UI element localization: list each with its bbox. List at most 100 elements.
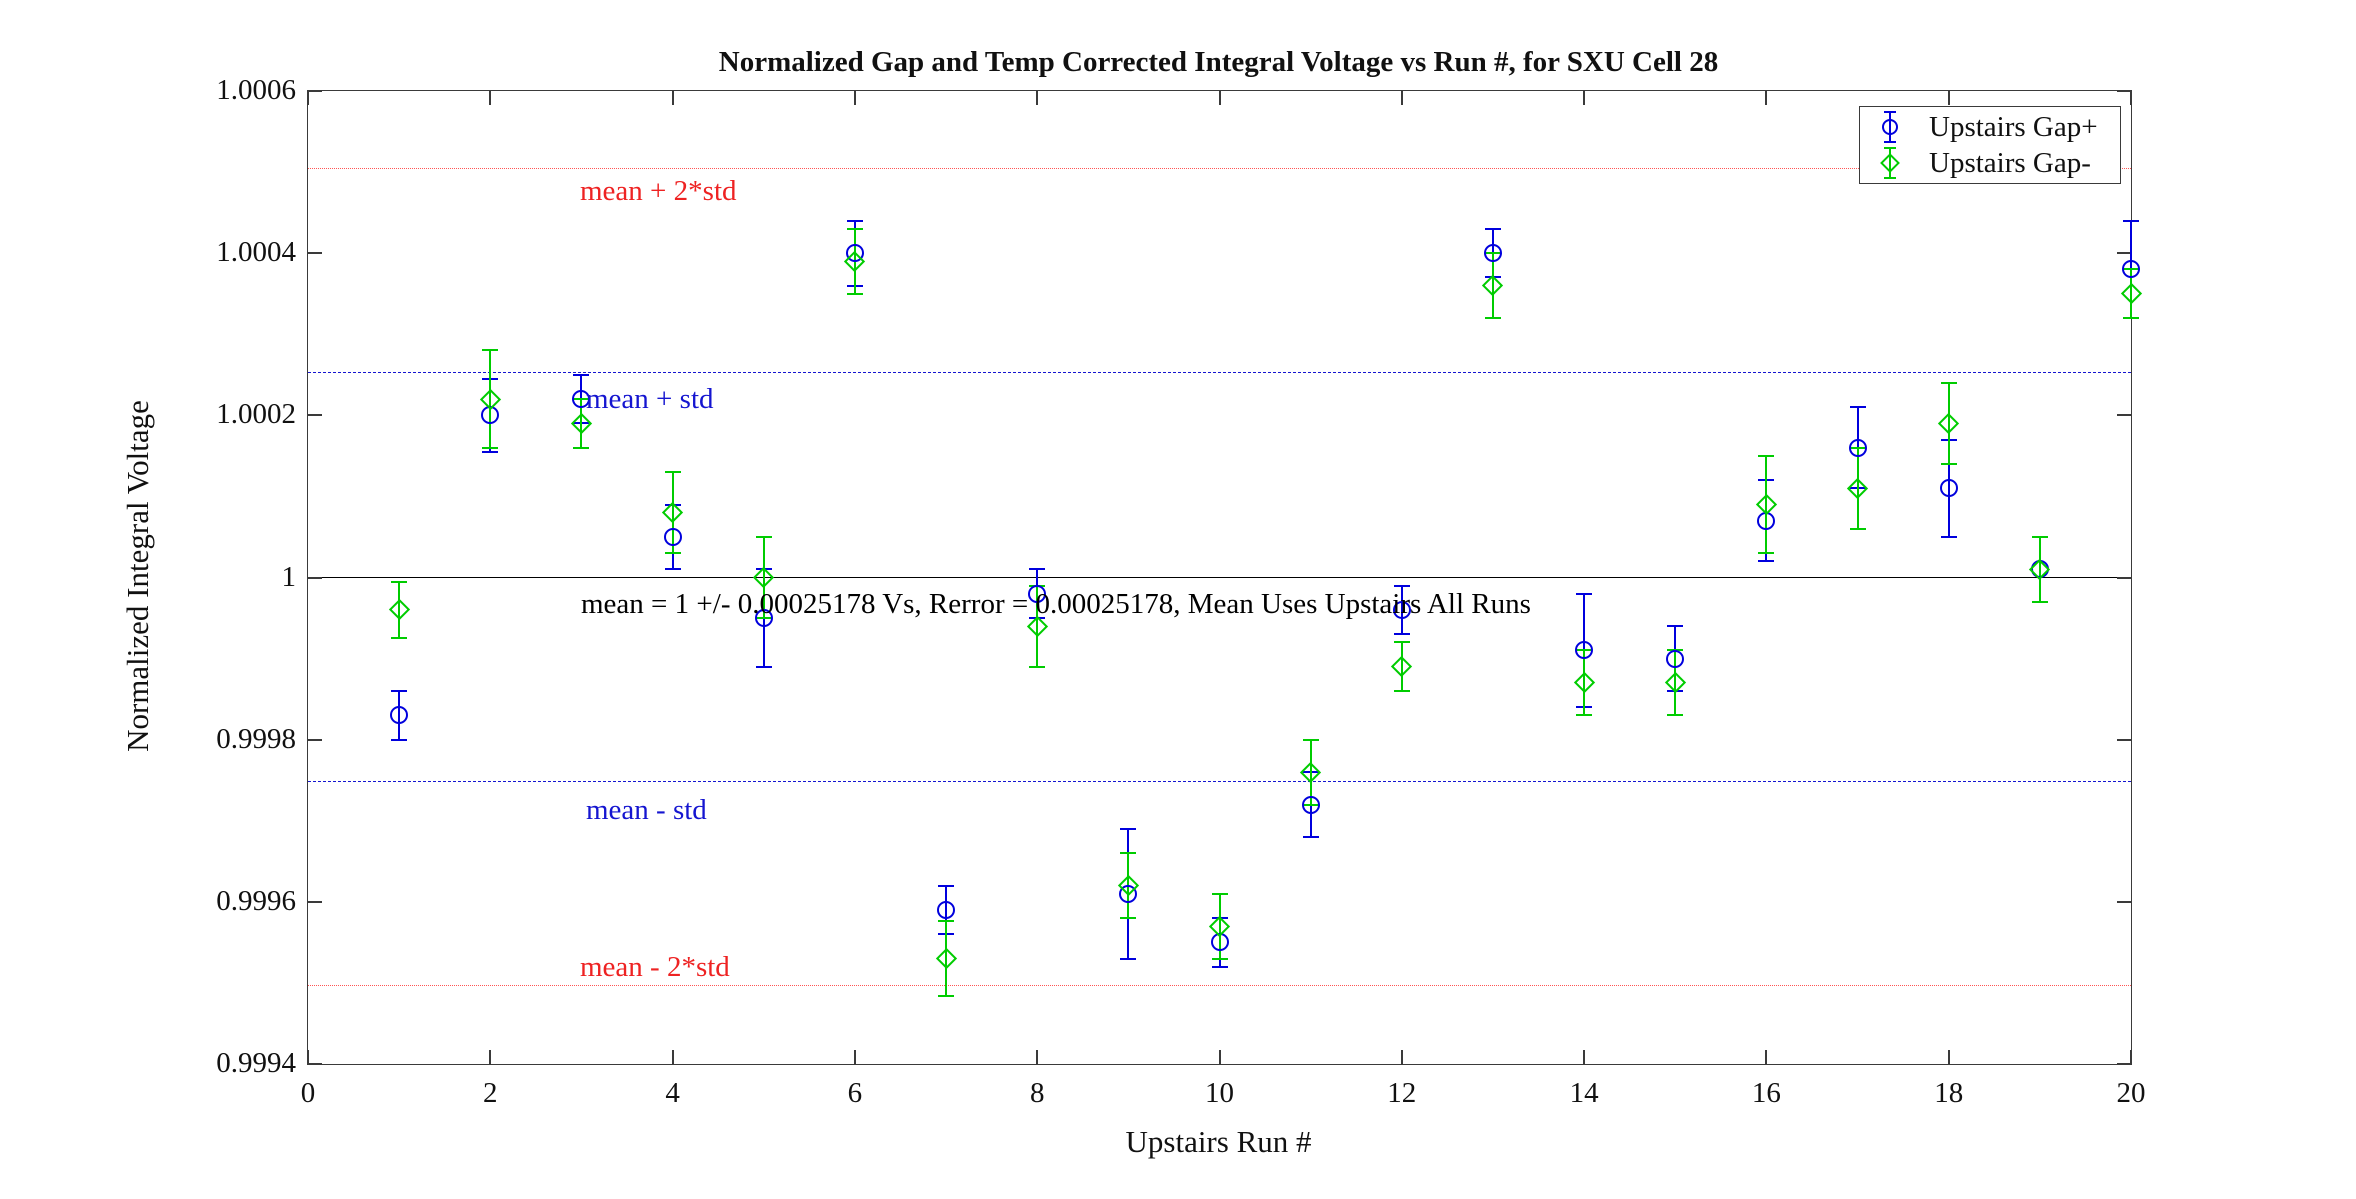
data-point-gap-plus-run-4 bbox=[663, 527, 682, 546]
error-cap-gap-minus-run-15 bbox=[1667, 714, 1684, 717]
x-tick-mark bbox=[307, 91, 309, 105]
legend-item-gap-minus: Upstairs Gap- bbox=[1860, 145, 2120, 181]
x-tick-mark bbox=[1583, 91, 1586, 105]
annotation-mean-plus-2std: mean + 2*std bbox=[580, 175, 737, 207]
data-point-gap-minus-run-17 bbox=[1846, 477, 1869, 499]
x-tick-mark bbox=[1765, 1050, 1768, 1064]
error-cap-gap-minus-run-4 bbox=[664, 552, 681, 555]
error-cap-gap-minus-run-2 bbox=[482, 349, 499, 352]
error-cap-gap-minus-run-1 bbox=[391, 637, 408, 640]
x-tick-label: 12 bbox=[1387, 1077, 1417, 1109]
error-cap-gap-minus-run-18 bbox=[1940, 381, 1957, 384]
y-tick-mark bbox=[308, 414, 322, 417]
y-tick-label: 1.0002 bbox=[216, 398, 296, 431]
x-tick-mark bbox=[1036, 1050, 1039, 1064]
error-cap-gap-plus-run-2 bbox=[482, 450, 499, 453]
data-point-gap-plus-run-19 bbox=[2030, 560, 2049, 579]
data-point-gap-plus-run-10 bbox=[1210, 933, 1229, 952]
data-point-gap-minus-run-1 bbox=[388, 599, 410, 621]
data-point-gap-minus-run-18 bbox=[1938, 412, 1960, 435]
error-cap-gap-minus-run-1 bbox=[391, 580, 408, 583]
data-point-gap-plus-run-7 bbox=[937, 900, 956, 919]
error-cap-gap-plus-run-10 bbox=[1211, 965, 1228, 968]
error-cap-gap-minus-run-11 bbox=[1302, 738, 1319, 741]
error-cap-gap-plus-run-14 bbox=[1576, 592, 1593, 595]
data-point-gap-plus-run-18 bbox=[1939, 479, 1958, 498]
error-bar-gap-minus-run-7 bbox=[945, 921, 948, 996]
data-point-gap-plus-run-15 bbox=[1666, 649, 1685, 668]
error-cap-gap-minus-run-5 bbox=[755, 535, 772, 538]
annotation-mean-minus-2std: mean - 2*std bbox=[580, 951, 730, 983]
x-tick-label: 0 bbox=[300, 1077, 316, 1109]
reference-line-mean bbox=[308, 576, 2131, 578]
data-point-gap-minus-run-20 bbox=[2120, 283, 2142, 305]
x-tick-mark bbox=[307, 1050, 309, 1064]
gap-minus-errorbar-diamond-icon bbox=[1880, 146, 1900, 180]
y-tick-label: 1.0004 bbox=[216, 236, 296, 269]
y-tick-mark bbox=[308, 900, 322, 903]
error-cap-gap-minus-run-12 bbox=[1393, 690, 1410, 693]
x-tick-mark bbox=[853, 1050, 856, 1064]
error-cap-gap-plus-run-7 bbox=[938, 884, 955, 887]
chart-title: Normalized Gap and Temp Corrected Integr… bbox=[718, 46, 1719, 78]
legend-label-gap-minus: Upstairs Gap- bbox=[1929, 146, 2091, 179]
error-cap-gap-plus-run-6 bbox=[846, 219, 863, 222]
x-tick-mark bbox=[671, 1050, 674, 1064]
error-cap-gap-minus-run-6 bbox=[846, 227, 863, 230]
x-tick-label: 16 bbox=[1751, 1077, 1781, 1109]
y-tick-label: 0.9994 bbox=[216, 1047, 296, 1079]
error-cap-gap-plus-run-1 bbox=[391, 690, 408, 693]
data-point-gap-plus-run-6 bbox=[845, 244, 864, 263]
error-bar-gap-minus-run-14 bbox=[1583, 650, 1586, 716]
y-tick-mark bbox=[2117, 900, 2131, 903]
x-tick-mark bbox=[1400, 1050, 1403, 1064]
data-point-gap-plus-run-17 bbox=[1848, 438, 1867, 457]
x-tick-label: 8 bbox=[1029, 1077, 1045, 1109]
x-tick-label: 2 bbox=[483, 1077, 498, 1109]
annotation-mean-plus-std: mean + std bbox=[586, 383, 714, 415]
x-tick-label: 10 bbox=[1205, 1077, 1234, 1109]
error-cap-gap-plus-run-11 bbox=[1302, 835, 1319, 838]
annotation-mean-equation: mean = 1 +/- 0.00025178 Vs, Rerror = 0.0… bbox=[581, 588, 1531, 620]
x-tick-mark bbox=[1765, 91, 1768, 105]
annotation-mean-minus-std: mean - std bbox=[586, 794, 707, 826]
error-cap-gap-plus-run-5 bbox=[755, 665, 772, 668]
x-tick-label: 4 bbox=[665, 1077, 680, 1109]
error-cap-gap-minus-run-3 bbox=[573, 446, 590, 449]
data-point-gap-plus-run-12 bbox=[1392, 600, 1411, 619]
x-tick-mark bbox=[1947, 1050, 1950, 1064]
x-tick-mark bbox=[853, 91, 856, 105]
x-tick-mark bbox=[1400, 91, 1403, 105]
data-point-gap-minus-run-11 bbox=[1300, 761, 1322, 783]
y-tick-mark bbox=[2117, 90, 2131, 92]
error-cap-gap-minus-run-17 bbox=[1849, 527, 1866, 530]
y-tick-mark bbox=[2117, 738, 2131, 741]
y-tick-mark bbox=[308, 90, 322, 92]
reference-line-mean-minus-2std bbox=[308, 984, 2131, 986]
legend-label-gap-plus: Upstairs Gap+ bbox=[1929, 110, 2098, 143]
data-point-gap-minus-run-12 bbox=[1391, 656, 1413, 678]
error-cap-gap-minus-run-10 bbox=[1211, 892, 1228, 895]
error-bar-gap-minus-run-4 bbox=[671, 472, 674, 554]
gap-plus-errorbar-circle-icon bbox=[1882, 110, 1899, 144]
y-tick-mark bbox=[308, 252, 322, 255]
error-cap-gap-minus-run-13 bbox=[1484, 317, 1501, 320]
x-tick-mark bbox=[1036, 91, 1039, 105]
data-point-gap-plus-run-5 bbox=[754, 609, 773, 628]
error-cap-gap-minus-run-8 bbox=[1029, 665, 1046, 668]
error-bar-gap-minus-run-3 bbox=[580, 399, 583, 448]
error-bar-gap-minus-run-2 bbox=[489, 350, 492, 448]
x-tick-label: 18 bbox=[1934, 1077, 1964, 1109]
y-tick-mark bbox=[308, 576, 322, 579]
data-point-gap-minus-run-2 bbox=[479, 388, 501, 410]
data-point-gap-plus-run-14 bbox=[1575, 641, 1594, 660]
x-tick-label: 20 bbox=[2116, 1077, 2146, 1109]
x-axis-label: Upstairs Run # bbox=[1125, 1124, 1312, 1159]
x-tick-label: 14 bbox=[1569, 1077, 1599, 1109]
y-tick-mark bbox=[308, 738, 322, 741]
error-bar-gap-minus-run-10 bbox=[1218, 893, 1221, 959]
data-point-gap-plus-run-11 bbox=[1301, 795, 1320, 814]
x-tick-mark bbox=[489, 1050, 492, 1064]
error-bar-gap-minus-run-17 bbox=[1856, 447, 1859, 529]
